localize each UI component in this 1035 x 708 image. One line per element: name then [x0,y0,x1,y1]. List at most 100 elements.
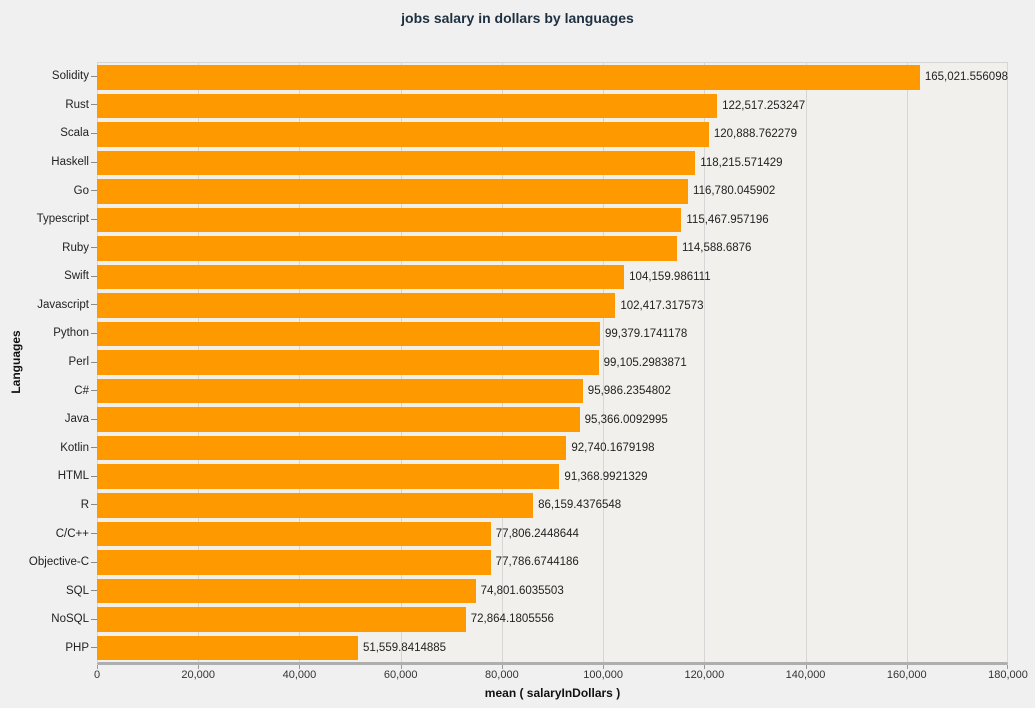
value-label-sql: 74,801.6035503 [480,584,564,597]
category-label-nosql: NoSQL [51,613,89,626]
value-label-java: 95,366.0092995 [584,413,668,426]
x-axis-line [97,662,1008,665]
bar-row-python: 99,379.1741178 [97,320,1008,349]
x-tick-label-40000: 40,000 [282,669,317,681]
y-tick-typescript [91,218,97,220]
category-label-c-c: C/C++ [55,527,89,540]
value-label-kotlin: 92,740.1679198 [571,442,655,455]
y-tick-solidity [91,75,97,77]
bar-scala[interactable] [97,122,709,147]
x-tick-100000 [603,665,605,669]
y-row-python: Python [0,319,97,348]
bar-objective-c[interactable] [97,550,491,575]
bar-javascript[interactable] [97,293,616,318]
category-label-haskell: Haskell [51,156,89,169]
value-label-objective-c: 77,786.6744186 [495,556,579,569]
x-tick-20000 [198,665,200,669]
bar-row-rust: 122,517.253247 [97,92,1008,121]
bar-haskell[interactable] [97,150,696,176]
category-label-c: C# [74,384,89,397]
value-label-html: 91,368.9921329 [564,470,648,483]
bar-row-objective-c: 77,786.6744186 [97,548,1008,577]
bar-typescript[interactable] [97,207,682,233]
bar-perl[interactable] [97,350,599,375]
bar-row-c: 95,986.2354802 [97,377,1008,406]
category-label-kotlin: Kotlin [60,441,89,454]
category-label-swift: Swift [64,270,89,283]
value-label-ruby: 114,588.6876 [681,242,752,255]
bar-html[interactable] [97,464,560,489]
y-axis-labels: Solidity Rust Scala Haskell Go Typescript Ruby… [0,62,97,662]
y-tick-html [91,475,97,477]
y-tick-haskell [91,161,97,163]
category-label-objective-c: Objective-C [28,556,89,569]
y-tick-kotlin [91,447,97,449]
gridline-100000 [603,63,605,662]
bar-c-c[interactable] [97,521,491,547]
y-row-php: PHP [0,634,97,663]
bar-row-r: 86,159.4376548 [97,491,1008,520]
category-label-php: PHP [65,641,89,654]
bar-ruby[interactable] [97,236,677,261]
category-label-go: Go [73,184,89,197]
x-axis-ticks [97,665,1008,670]
bar-nosql[interactable] [97,607,466,632]
category-label-java: Java [64,413,89,426]
value-label-c: 95,986.2354802 [587,385,671,398]
x-tick-0 [97,665,98,669]
category-label-perl: Perl [68,356,89,369]
bar-kotlin[interactable] [97,435,567,461]
x-tick-label-20000: 20,000 [181,669,216,681]
category-label-r: R [80,498,89,511]
bar-solidity[interactable] [97,65,920,90]
bar-row-perl: 99,105.2983871 [97,348,1008,377]
bar-r[interactable] [97,492,534,518]
chart-title: jobs salary in dollars by languages [401,10,634,26]
value-label-javascript: 102,417.317573 [620,299,704,312]
bar-sql[interactable] [97,578,476,604]
y-tick-rust [91,104,97,106]
bar-row-php: 51,559.8414885 [97,634,1008,663]
bar-swift[interactable] [97,264,625,290]
bar-java[interactable] [97,407,580,432]
y-row-r: R [0,491,97,520]
bar-row-swift: 104,159.986111 [97,263,1008,292]
value-label-haskell: 118,215.571429 [700,156,783,169]
category-label-rust: Rust [65,98,89,111]
x-axis-title: mean ( salaryInDollars ) [484,686,621,700]
bar-go[interactable] [97,179,689,204]
value-label-go: 116,780.045902 [693,185,776,198]
x-tick-label-140000: 140,000 [785,669,826,681]
y-tick-java [91,418,97,420]
y-row-c: C# [0,376,97,405]
category-label-ruby: Ruby [62,241,89,254]
y-tick-ruby [91,247,97,249]
x-tick-label-180000: 180,000 [988,669,1028,681]
y-row-scala: Scala [0,119,97,148]
y-row-solidity: Solidity [0,62,97,91]
bar-row-html: 91,368.9921329 [97,462,1008,491]
y-row-java: Java [0,405,97,434]
x-tick-80000 [501,665,503,669]
bar-rows: 165,021.556098 122,517.253247 120,888.7622… [97,63,1008,662]
y-row-kotlin: Kotlin [0,434,97,463]
x-axis-tick-labels: 0 20,000 40,000 60,000 80,000 100,000 120,000 1… [93,669,1028,683]
category-label-html: HTML [57,470,89,483]
bar-php[interactable] [97,635,358,661]
bar-rust[interactable] [97,93,718,119]
x-tick-label-120000: 120,000 [684,669,725,681]
x-tick-label-0: 0 [93,669,101,681]
y-row-haskell: Haskell [0,148,97,177]
x-tick-160000 [906,665,908,669]
y-row-typescript: Typescript [0,205,97,234]
bar-c[interactable] [97,378,583,404]
y-tick-scala [91,132,97,134]
x-tick-180000 [1007,665,1008,669]
x-tick-120000 [704,665,706,669]
bar-python[interactable] [97,321,600,347]
x-tick-label-100000: 100,000 [583,669,623,681]
y-tick-c [91,390,97,392]
gridline-160000 [906,63,908,662]
bar-row-kotlin: 92,740.1679198 [97,434,1008,463]
